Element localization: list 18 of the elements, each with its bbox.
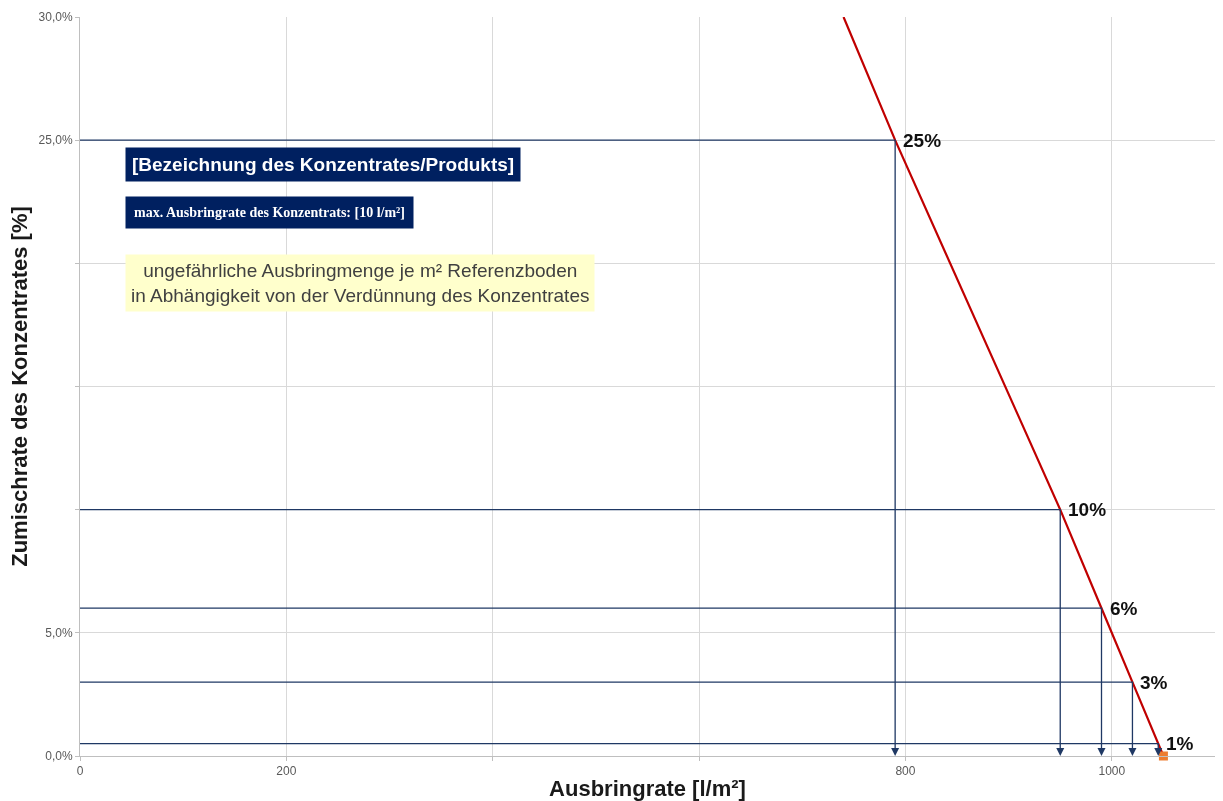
y-tick-label: 25,0% — [38, 133, 73, 148]
x-tick-label: 1000 — [1098, 764, 1126, 779]
annotation: 10% — [1068, 499, 1107, 520]
x-tick-label: 200 — [276, 764, 297, 779]
annotation: 25% — [903, 130, 942, 151]
y-tick-label: 0,0% — [45, 749, 73, 764]
annotation: max. Ausbringrate des Konzentrats: [10 l/m²] — [134, 205, 405, 220]
annotation: 3% — [1140, 672, 1168, 693]
y-tick-label: 5,0% — [45, 626, 73, 641]
annotation: ungefährliche Ausbringmenge je m² Referenzboden in Abhängigkeit von der Verdünnung des Konzentrates — [131, 260, 590, 306]
annotation: 1% — [1166, 733, 1194, 754]
x-axis-title: Ausbringrate [l/m²] — [549, 776, 746, 801]
y-tick-label: 30,0% — [38, 10, 73, 25]
x-tick-label: 0 — [76, 764, 84, 779]
x-tick-label: 800 — [895, 764, 916, 779]
annotation: [Bezeichnung des Konzentrates/Produkts] — [132, 154, 515, 175]
y-axis-title: Zumischrate des Konzentrates [%] — [7, 206, 33, 567]
annotation: 6% — [1110, 598, 1138, 619]
